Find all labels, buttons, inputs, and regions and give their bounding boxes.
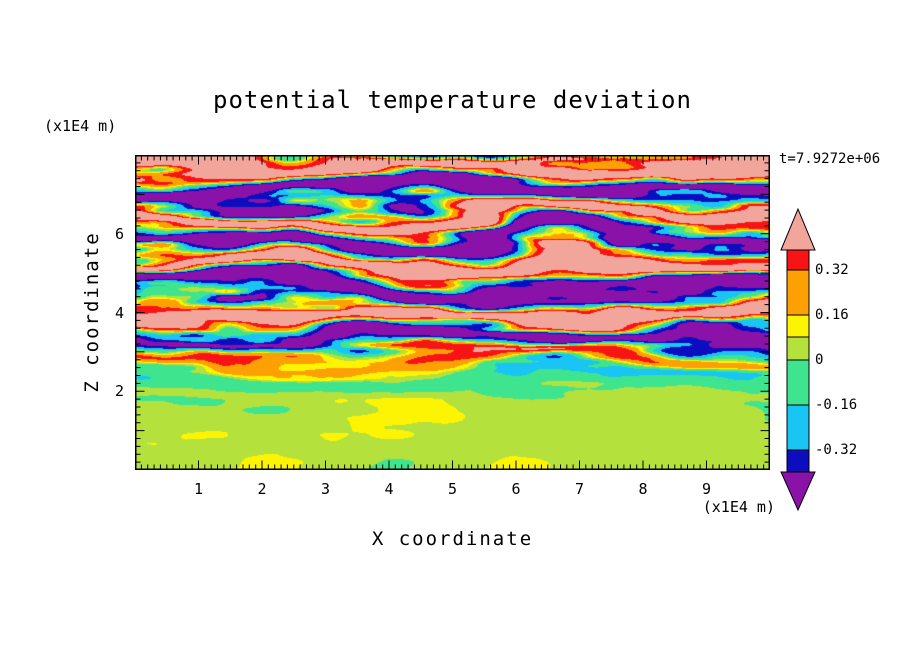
- colorbar-tick-label: -0.16: [815, 397, 858, 413]
- z-axis-unit-label: (x1E4 m): [44, 117, 117, 135]
- x-tick-label: 2: [257, 480, 267, 498]
- colorbar-tick-label: 0.32: [815, 262, 849, 278]
- contour-field-canvas: [135, 155, 770, 470]
- z-tick-label: 2: [114, 382, 124, 401]
- x-tick-label: 5: [447, 480, 458, 498]
- z-tick-label: 4: [114, 303, 124, 322]
- z-tick-labels: 2 4 6: [96, 155, 124, 470]
- plot-area: [135, 155, 770, 470]
- z-tick-label: 6: [114, 224, 124, 243]
- x-tick-label: 1: [193, 480, 204, 498]
- chart-title: potential temperature deviation: [213, 86, 692, 114]
- x-tick-label: 9: [701, 480, 712, 498]
- colorbar: [780, 207, 816, 512]
- colorbar-tick-label: -0.32: [815, 442, 858, 458]
- colorbar-tick-label: 0.16: [815, 307, 849, 323]
- x-tick-label: 3: [320, 480, 331, 498]
- time-annotation: t=7.9272e+06: [779, 151, 881, 167]
- x-tick-label: 7: [574, 480, 585, 498]
- x-tick-label: 6: [511, 480, 521, 498]
- plot-frame-and-ticks: [135, 155, 770, 470]
- x-tick-labels: 1 2 3 4 5 6 7 8 9: [135, 480, 770, 500]
- x-axis-title: X coordinate: [371, 528, 534, 550]
- x-tick-label: 8: [638, 480, 648, 498]
- x-tick-label: 4: [384, 480, 394, 498]
- x-axis-unit-label: (x1E4 m): [702, 498, 775, 516]
